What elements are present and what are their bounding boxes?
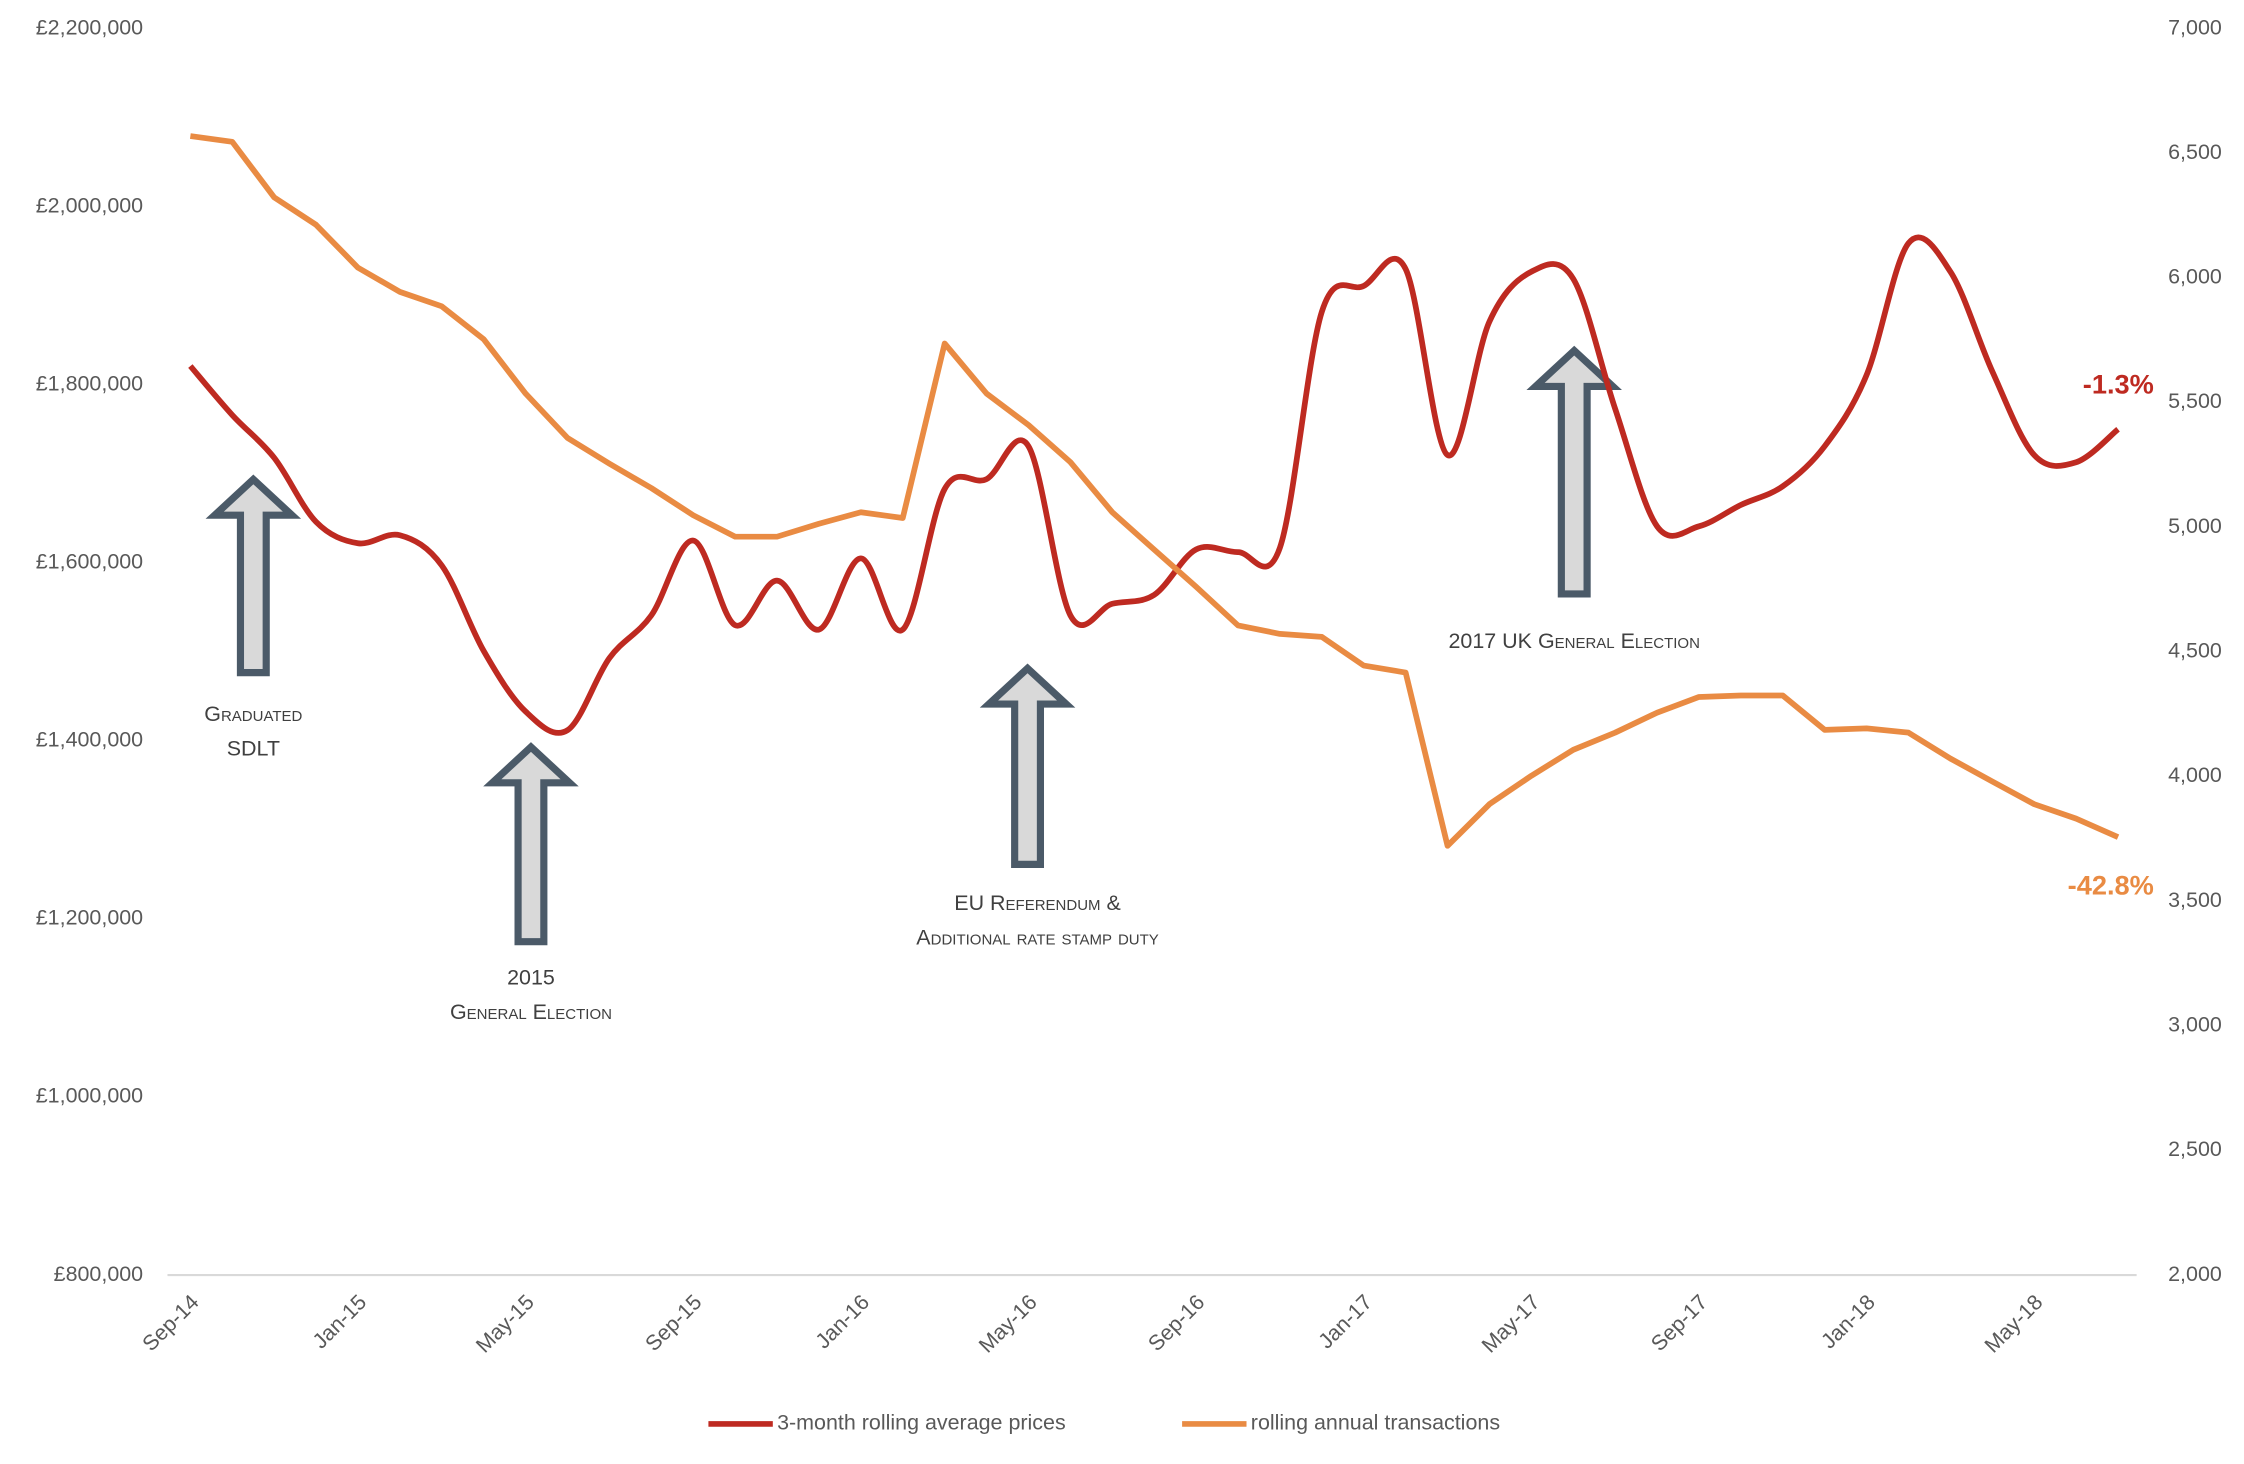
y2-tick-label: 4,000 xyxy=(2168,763,2222,787)
y2-tick-label: 4,500 xyxy=(2168,639,2222,663)
y2-tick-label: 6,500 xyxy=(2168,140,2222,164)
arrow xyxy=(979,663,1076,868)
end-label: -42.8% xyxy=(2068,869,2154,900)
y2-tick-label: 5,500 xyxy=(2168,389,2222,413)
annotation: 2015 xyxy=(507,966,555,990)
x-tick-label: May-16 xyxy=(974,1290,1042,1358)
annotation: SDLT xyxy=(227,737,280,761)
legend-label: rolling annual transactions xyxy=(1251,1411,1500,1435)
arrow xyxy=(205,474,302,677)
x-tick-label: Jan-15 xyxy=(308,1290,371,1353)
annotation: Graduated xyxy=(204,702,302,726)
annotation: Additional rate stamp duty xyxy=(916,925,1158,949)
y-tick-label: £1,200,000 xyxy=(36,906,143,930)
y2-tick-label: 5,000 xyxy=(2168,514,2222,538)
x-tick-label: May-17 xyxy=(1477,1290,1545,1358)
y2-tick-label: 2,000 xyxy=(2168,1262,2222,1286)
end-label: -1.3% xyxy=(2083,369,2154,400)
arrow xyxy=(1526,345,1622,598)
y2-tick-label: 2,500 xyxy=(2168,1137,2222,1161)
y-tick-label: £1,800,000 xyxy=(36,371,143,395)
y2-tick-label: 3,000 xyxy=(2168,1012,2222,1036)
annotation: General Election xyxy=(450,1000,612,1024)
legend-label: 3-month rolling average prices xyxy=(777,1411,1066,1435)
y2-tick-label: 7,000 xyxy=(2168,15,2222,39)
y-tick-label: £2,000,000 xyxy=(36,193,143,217)
x-tick-label: Sep-15 xyxy=(641,1290,707,1356)
y-tick-label: £1,600,000 xyxy=(36,549,143,573)
y-tick-label: £2,200,000 xyxy=(36,15,143,39)
x-tick-label: May-15 xyxy=(471,1290,539,1358)
annotation: EU Referendum & xyxy=(954,891,1121,915)
y2-tick-label: 6,000 xyxy=(2168,265,2222,289)
y-tick-label: £1,400,000 xyxy=(36,728,143,752)
y-tick-label: £1,000,000 xyxy=(36,1084,143,1108)
arrow xyxy=(483,742,579,946)
series-line xyxy=(189,133,2120,849)
annotation: 2017 UK General Election xyxy=(1449,629,1700,653)
x-tick-label: Jan-17 xyxy=(1314,1290,1377,1353)
x-tick-label: May-18 xyxy=(1980,1290,2048,1358)
annotation-arrows xyxy=(205,345,1622,946)
series-line xyxy=(188,234,2120,736)
y-tick-label: £800,000 xyxy=(54,1262,144,1286)
x-tick-label: Sep-14 xyxy=(138,1290,204,1356)
x-tick-label: Sep-17 xyxy=(1646,1290,1712,1356)
x-tick-label: Jan-16 xyxy=(811,1290,874,1353)
x-tick-label: Jan-18 xyxy=(1817,1290,1880,1353)
y2-tick-label: 3,500 xyxy=(2168,888,2222,912)
x-tick-label: Sep-16 xyxy=(1143,1290,1209,1356)
